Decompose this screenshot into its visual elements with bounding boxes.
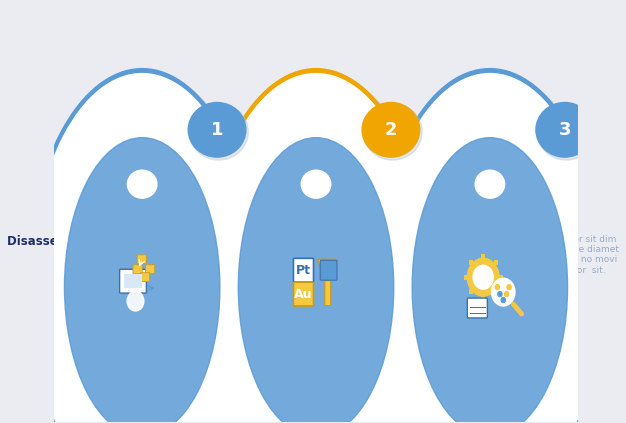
Ellipse shape [473,265,493,289]
Ellipse shape [64,137,220,423]
FancyBboxPatch shape [469,289,473,294]
Ellipse shape [495,285,500,290]
FancyBboxPatch shape [321,260,337,280]
Ellipse shape [505,291,509,297]
FancyBboxPatch shape [120,269,146,293]
Ellipse shape [201,69,431,423]
Ellipse shape [205,74,427,423]
Ellipse shape [27,69,257,423]
FancyBboxPatch shape [325,281,331,305]
FancyBboxPatch shape [481,254,485,259]
Text: 2: 2 [384,121,397,139]
Text: 3: 3 [558,121,571,139]
Ellipse shape [501,297,505,302]
FancyBboxPatch shape [481,296,485,301]
FancyBboxPatch shape [133,265,142,274]
FancyBboxPatch shape [294,282,314,306]
Text: Lorem ipsum dolor sit dim
amet, mea regione diamet
principes at. Cum no movi
lor: Lorem ipsum dolor sit dim amet, mea regi… [324,331,445,371]
Text: Disassembling The
Electronics: Disassembling The Electronics [7,235,131,263]
FancyBboxPatch shape [463,275,468,280]
Ellipse shape [536,102,593,157]
Polygon shape [318,259,338,281]
Ellipse shape [201,73,438,423]
FancyBboxPatch shape [124,274,142,288]
FancyBboxPatch shape [137,255,146,264]
Ellipse shape [507,285,511,290]
Ellipse shape [239,137,394,423]
Ellipse shape [375,73,612,423]
Ellipse shape [302,170,331,198]
Text: Lorem ipsum dolor sit dim
amet, mea regione diamet
principes at. Cum no movi
lor: Lorem ipsum dolor sit dim amet, mea regi… [498,235,618,275]
Ellipse shape [188,102,246,157]
Ellipse shape [491,278,515,306]
Ellipse shape [498,291,502,297]
Text: Lorem ipsum dolor sit dim
amet, mea regione diamet
principes at. Cum no movi
lor: Lorem ipsum dolor sit dim amet, mea regi… [150,235,271,275]
Text: Mechanical
Shredding
Of Components: Mechanical Shredding Of Components [377,235,480,277]
Ellipse shape [362,102,419,157]
FancyBboxPatch shape [294,258,314,282]
Ellipse shape [412,137,568,423]
Ellipse shape [375,69,605,423]
FancyBboxPatch shape [140,273,150,282]
Ellipse shape [536,104,596,160]
Text: 1: 1 [211,121,223,139]
FancyBboxPatch shape [129,275,138,284]
Ellipse shape [27,73,264,423]
Ellipse shape [467,258,499,296]
Ellipse shape [31,74,253,423]
Ellipse shape [363,104,422,160]
Ellipse shape [127,291,144,311]
Ellipse shape [128,170,156,198]
Ellipse shape [189,104,249,160]
Ellipse shape [476,170,505,198]
FancyBboxPatch shape [467,298,488,318]
FancyBboxPatch shape [493,260,498,265]
Text: Categorizing
Contents
By Material: Categorizing Contents By Material [222,331,305,374]
Text: Pt: Pt [296,264,311,277]
FancyBboxPatch shape [145,265,155,274]
FancyBboxPatch shape [499,275,503,280]
Ellipse shape [379,74,601,423]
Text: Au: Au [294,288,313,301]
FancyBboxPatch shape [493,289,498,294]
FancyBboxPatch shape [469,260,473,265]
